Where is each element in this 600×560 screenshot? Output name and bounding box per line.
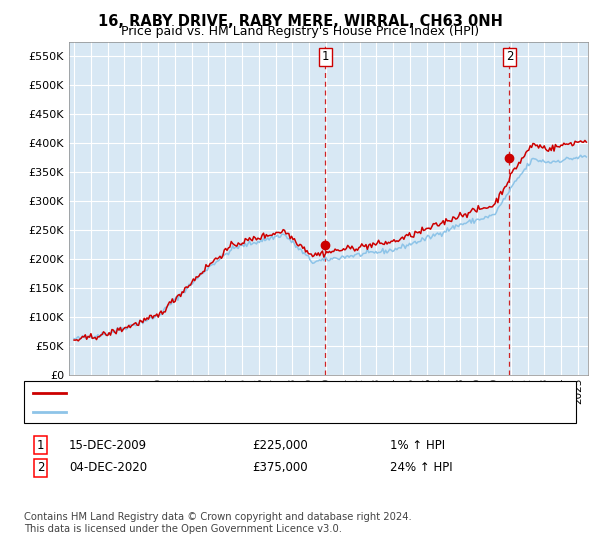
Text: 16, RABY DRIVE, RABY MERE, WIRRAL, CH63 0NH: 16, RABY DRIVE, RABY MERE, WIRRAL, CH63 … bbox=[98, 14, 502, 29]
Text: 2: 2 bbox=[506, 50, 513, 63]
Text: 16, RABY DRIVE, RABY MERE, WIRRAL, CH63 0NH (detached house): 16, RABY DRIVE, RABY MERE, WIRRAL, CH63 … bbox=[72, 389, 446, 398]
Text: £225,000: £225,000 bbox=[252, 438, 308, 452]
Text: Price paid vs. HM Land Registry's House Price Index (HPI): Price paid vs. HM Land Registry's House … bbox=[121, 25, 479, 38]
Text: £375,000: £375,000 bbox=[252, 461, 308, 474]
Text: 2: 2 bbox=[37, 461, 44, 474]
Text: 1: 1 bbox=[322, 50, 329, 63]
Text: 24% ↑ HPI: 24% ↑ HPI bbox=[390, 461, 452, 474]
Text: 1% ↑ HPI: 1% ↑ HPI bbox=[390, 438, 445, 452]
Text: 04-DEC-2020: 04-DEC-2020 bbox=[69, 461, 147, 474]
Text: Contains HM Land Registry data © Crown copyright and database right 2024.
This d: Contains HM Land Registry data © Crown c… bbox=[24, 512, 412, 534]
Text: HPI: Average price, detached house, Wirral: HPI: Average price, detached house, Wirr… bbox=[72, 407, 311, 417]
Text: 15-DEC-2009: 15-DEC-2009 bbox=[69, 438, 147, 452]
Text: 1: 1 bbox=[37, 438, 44, 452]
